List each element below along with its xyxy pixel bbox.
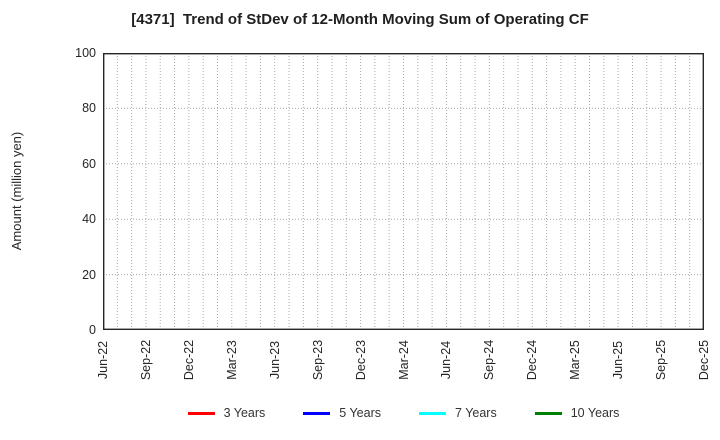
legend-item: 3 Years [187, 406, 266, 420]
legend-line-swatch [419, 411, 447, 415]
legend-line-swatch [187, 411, 215, 415]
legend-label: 5 Years [339, 406, 382, 420]
x-tick-label: Sep-22 [138, 339, 153, 381]
x-tick-label: Sep-23 [310, 339, 325, 381]
x-tick-label: Dec-23 [353, 339, 368, 381]
x-tick-label: Dec-25 [697, 339, 711, 381]
y-tick-label: 100 [75, 46, 96, 60]
y-tick-label: 20 [82, 267, 96, 282]
legend-line-swatch [303, 411, 331, 415]
legend-item: 5 Years [303, 406, 381, 420]
legend-line-swatch [534, 411, 562, 415]
y-tick-label: 60 [82, 156, 96, 171]
plot-area [103, 53, 704, 330]
legend-item: 7 Years [419, 406, 497, 420]
x-tick-label: Mar-25 [568, 340, 583, 380]
plot-border [103, 53, 704, 330]
x-tick-label: Sep-24 [482, 339, 497, 381]
x-tick-label: Mar-23 [224, 340, 239, 380]
x-tick-label: Jun-22 [96, 340, 110, 380]
x-tick-label: Sep-25 [654, 339, 669, 381]
y-axis-label: Amount (million yen) [9, 131, 24, 251]
y-tick-label: 40 [82, 212, 96, 227]
legend-label: 3 Years [223, 406, 266, 420]
x-tick-label: Jun-24 [439, 340, 454, 380]
x-tick-label: Dec-24 [525, 339, 540, 381]
legend: 3 Years 5 Years 7 Years 10 Years [103, 403, 704, 423]
x-tick-label: Mar-24 [396, 340, 411, 380]
legend-label: 7 Years [455, 406, 497, 420]
legend-label: 10 Years [570, 406, 620, 420]
chart-title: [4371] Trend of StDev of 12-Month Moving… [131, 11, 589, 28]
y-tick-label: 0 [89, 323, 96, 337]
x-tick-label: Jun-25 [611, 340, 626, 380]
legend-item: 10 Years [534, 406, 620, 420]
x-tick-label: Jun-23 [267, 340, 282, 380]
y-tick-label: 80 [82, 101, 96, 116]
x-tick-label: Dec-22 [181, 339, 196, 381]
